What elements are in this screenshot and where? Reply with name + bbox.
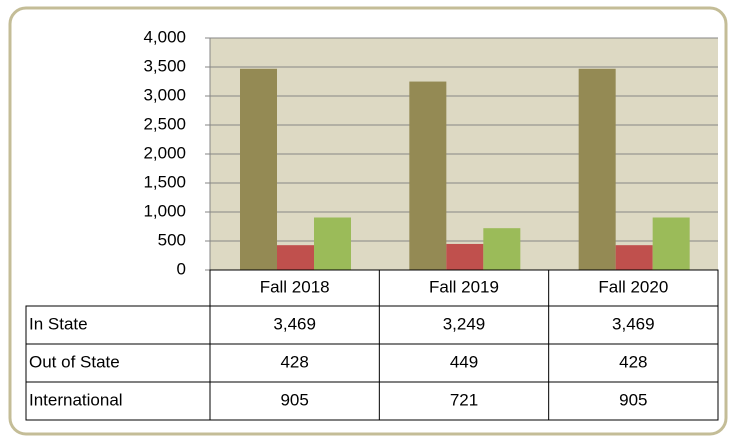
bar <box>483 228 521 270</box>
y-tick-label: 4,000 <box>143 27 186 46</box>
bar <box>615 245 653 270</box>
y-tick-label: 2,000 <box>143 143 186 162</box>
y-tick-label: 1,000 <box>143 201 186 220</box>
table-value: 3,469 <box>612 314 655 333</box>
y-tick-label: 2,500 <box>143 114 186 133</box>
table-value: 721 <box>450 390 478 409</box>
y-tick-label: 1,500 <box>143 172 186 191</box>
table-value: 3,249 <box>443 314 486 333</box>
table-value: 449 <box>450 352 478 371</box>
bar <box>409 81 447 270</box>
table-row <box>25 381 719 421</box>
table-value: 428 <box>280 352 308 371</box>
bar <box>240 68 277 270</box>
bar <box>446 243 484 270</box>
table-value: 905 <box>619 390 647 409</box>
x-tick-label: Fall 2019 <box>429 277 499 296</box>
y-tick-label: 0 <box>177 259 186 278</box>
y-tick-label: 500 <box>158 230 186 249</box>
table-value: 428 <box>619 352 647 371</box>
table-value: 905 <box>280 390 308 409</box>
bar <box>314 217 351 270</box>
bar <box>277 245 314 270</box>
bar <box>652 217 690 270</box>
legend-label: Out of State <box>29 352 120 371</box>
table-value: 3,469 <box>273 314 316 333</box>
y-tick-label: 3,000 <box>143 85 186 104</box>
x-tick-label: Fall 2018 <box>260 277 330 296</box>
legend-label: International <box>29 390 123 409</box>
y-tick-label: 3,500 <box>143 56 186 75</box>
bar <box>578 68 616 270</box>
legend-label: In State <box>29 314 88 333</box>
x-tick-label: Fall 2020 <box>598 277 668 296</box>
